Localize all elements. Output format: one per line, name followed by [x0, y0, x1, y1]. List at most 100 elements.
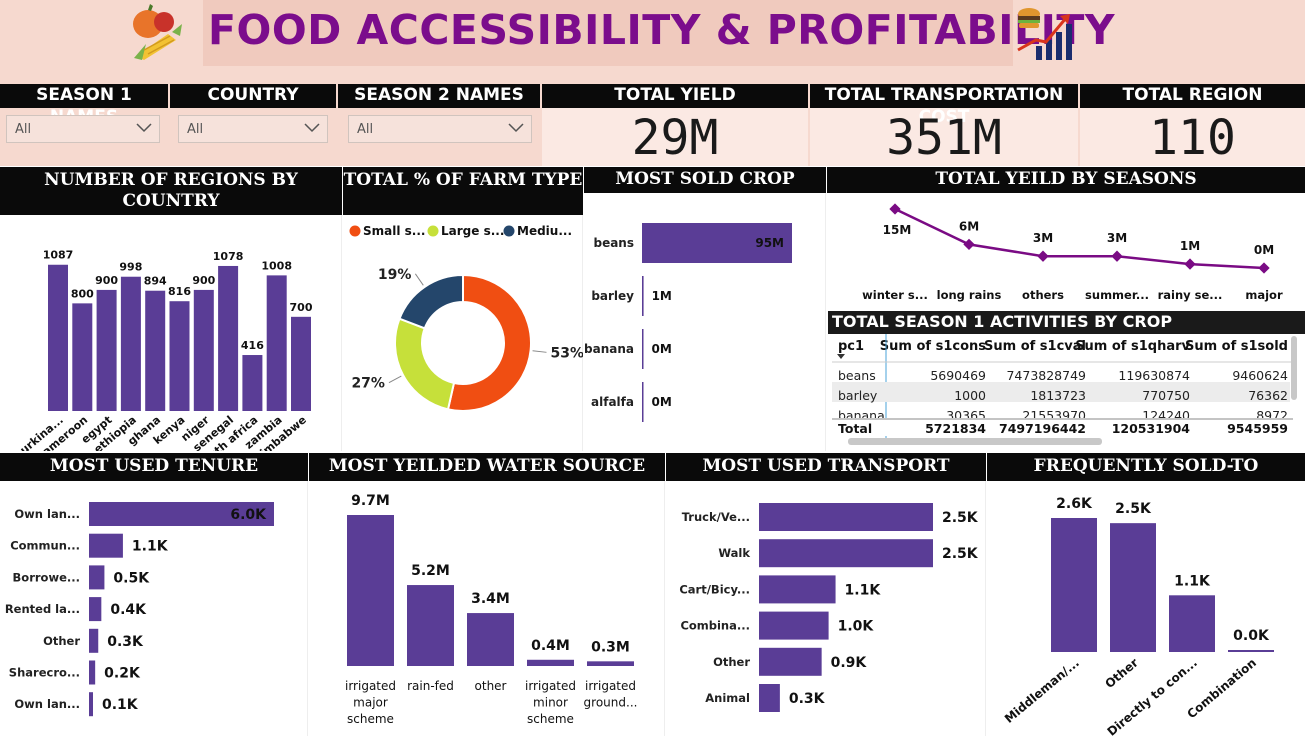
bar[interactable]	[527, 659, 574, 666]
bar[interactable]	[89, 597, 102, 622]
table-total-cell: 5721834	[925, 421, 986, 436]
bar[interactable]	[89, 628, 99, 653]
category-label: irrigated	[585, 679, 636, 693]
bar[interactable]	[120, 276, 141, 411]
table-cell[interactable]: barley	[838, 388, 878, 403]
season1-dropdown[interactable]: All	[6, 115, 160, 143]
legend-label[interactable]: Large s...	[441, 224, 504, 238]
bar[interactable]	[642, 329, 644, 369]
data-point[interactable]	[963, 238, 975, 251]
table-title: TOTAL SEASON 1 ACTIVITIES BY CROP	[828, 311, 1305, 334]
leader-line	[388, 375, 402, 384]
bar[interactable]	[89, 692, 93, 717]
data-point[interactable]	[1184, 258, 1196, 270]
chevron-down-icon	[136, 123, 152, 133]
dropdown-value: All	[357, 122, 374, 137]
category-label: Truck/Ve...	[682, 510, 750, 524]
chevron-down-icon	[304, 123, 320, 133]
bar[interactable]	[48, 264, 68, 411]
donut-slice[interactable]	[446, 273, 532, 412]
bar[interactable]	[347, 515, 394, 666]
bar[interactable]	[642, 382, 644, 422]
leader-line	[414, 273, 424, 286]
table-cell[interactable]: 119630874	[1118, 368, 1190, 383]
bar[interactable]	[218, 265, 239, 411]
bar[interactable]	[587, 661, 634, 666]
table-cell[interactable]: 76362	[1248, 388, 1288, 403]
data-label: 1.1K	[1174, 573, 1211, 589]
table-cell[interactable]: 5690469	[930, 368, 986, 383]
series-line	[894, 207, 1265, 270]
panel-title: TOTAL % OF FARM TYPE	[343, 167, 583, 215]
category-label: Own lan...	[14, 697, 80, 711]
bar[interactable]	[759, 503, 933, 531]
data-point[interactable]	[889, 203, 901, 215]
data-label: 1.1K	[132, 539, 169, 555]
data-label: 2.5K	[942, 510, 979, 526]
bar[interactable]	[759, 539, 933, 568]
bar[interactable]	[266, 275, 287, 411]
bar[interactable]	[1051, 518, 1097, 652]
table-cell[interactable]: 9460624	[1232, 368, 1288, 383]
bar[interactable]	[193, 289, 214, 411]
bar[interactable]	[72, 303, 93, 411]
legend-label[interactable]: Mediu...	[517, 224, 572, 238]
data-label: 1M	[1180, 239, 1200, 253]
slicer-season1: SEASON 1 NAMES All	[0, 84, 168, 166]
bar[interactable]	[759, 684, 780, 712]
country-dropdown[interactable]: All	[178, 115, 328, 143]
category-label: Borrowe...	[13, 570, 80, 584]
data-label: 0.1K	[102, 697, 139, 713]
column-header[interactable]: Sum of s1qharv	[1075, 339, 1190, 354]
bar[interactable]	[1228, 650, 1274, 652]
category-label: Middleman/...	[1002, 656, 1082, 726]
data-label: 1008	[261, 259, 292, 272]
data-point[interactable]	[1037, 250, 1049, 262]
bar[interactable]	[89, 502, 274, 526]
bar[interactable]	[642, 276, 644, 316]
bar[interactable]	[759, 611, 829, 640]
table-total-cell: 120531904	[1112, 421, 1191, 436]
bar[interactable]	[759, 575, 836, 604]
bar[interactable]	[145, 290, 166, 411]
column-header[interactable]: Sum of s1cons	[880, 339, 986, 354]
bar[interactable]	[89, 565, 105, 590]
table-cell[interactable]: 7473828749	[1006, 368, 1086, 383]
table-cell[interactable]: 1000	[954, 388, 986, 403]
column-header[interactable]: pc1	[838, 339, 864, 354]
growth-chart-icon	[1014, 4, 1074, 62]
data-point[interactable]	[1111, 250, 1123, 262]
bar[interactable]	[291, 316, 311, 411]
data-label: 5.2M	[411, 563, 450, 579]
bar[interactable]	[759, 647, 822, 676]
data-label: 6.0K	[230, 507, 267, 523]
bar[interactable]	[642, 223, 792, 263]
season2-dropdown[interactable]: All	[348, 115, 532, 143]
table-cell[interactable]: 1813723	[1030, 388, 1086, 403]
bar[interactable]	[89, 533, 123, 558]
data-label: 3.4M	[471, 591, 510, 607]
bar[interactable]	[467, 613, 514, 666]
bar[interactable]	[89, 660, 96, 685]
bar[interactable]	[242, 355, 263, 411]
table-cell[interactable]: beans	[838, 368, 876, 383]
table-cell[interactable]: 770750	[1142, 388, 1190, 403]
donut-slice[interactable]	[394, 317, 456, 411]
column-header[interactable]: Sum of s1sold	[1185, 339, 1288, 354]
horizontal-scrollbar[interactable]	[848, 438, 1102, 445]
vertical-scrollbar[interactable]	[1291, 336, 1297, 400]
bar[interactable]	[96, 289, 117, 411]
bar[interactable]	[407, 585, 454, 666]
bar[interactable]	[169, 301, 190, 411]
panel-title: MOST SOLD CROP	[584, 167, 826, 193]
water-source-chart: 9.7M irrigated major scheme 5.2M rain-fed 3.4M…	[345, 493, 637, 726]
slicer-country: COUNTRY All	[170, 84, 336, 166]
column-header[interactable]: Sum of s1cval	[984, 339, 1086, 354]
donut-slice[interactable]	[398, 273, 464, 330]
bar[interactable]	[1110, 523, 1156, 652]
sort-arrow-icon[interactable]	[837, 354, 845, 359]
kpi-label: TOTAL YIELD	[542, 84, 808, 108]
legend-label[interactable]: Small s...	[363, 224, 425, 238]
bar[interactable]	[1169, 595, 1215, 652]
data-point[interactable]	[1258, 262, 1270, 274]
